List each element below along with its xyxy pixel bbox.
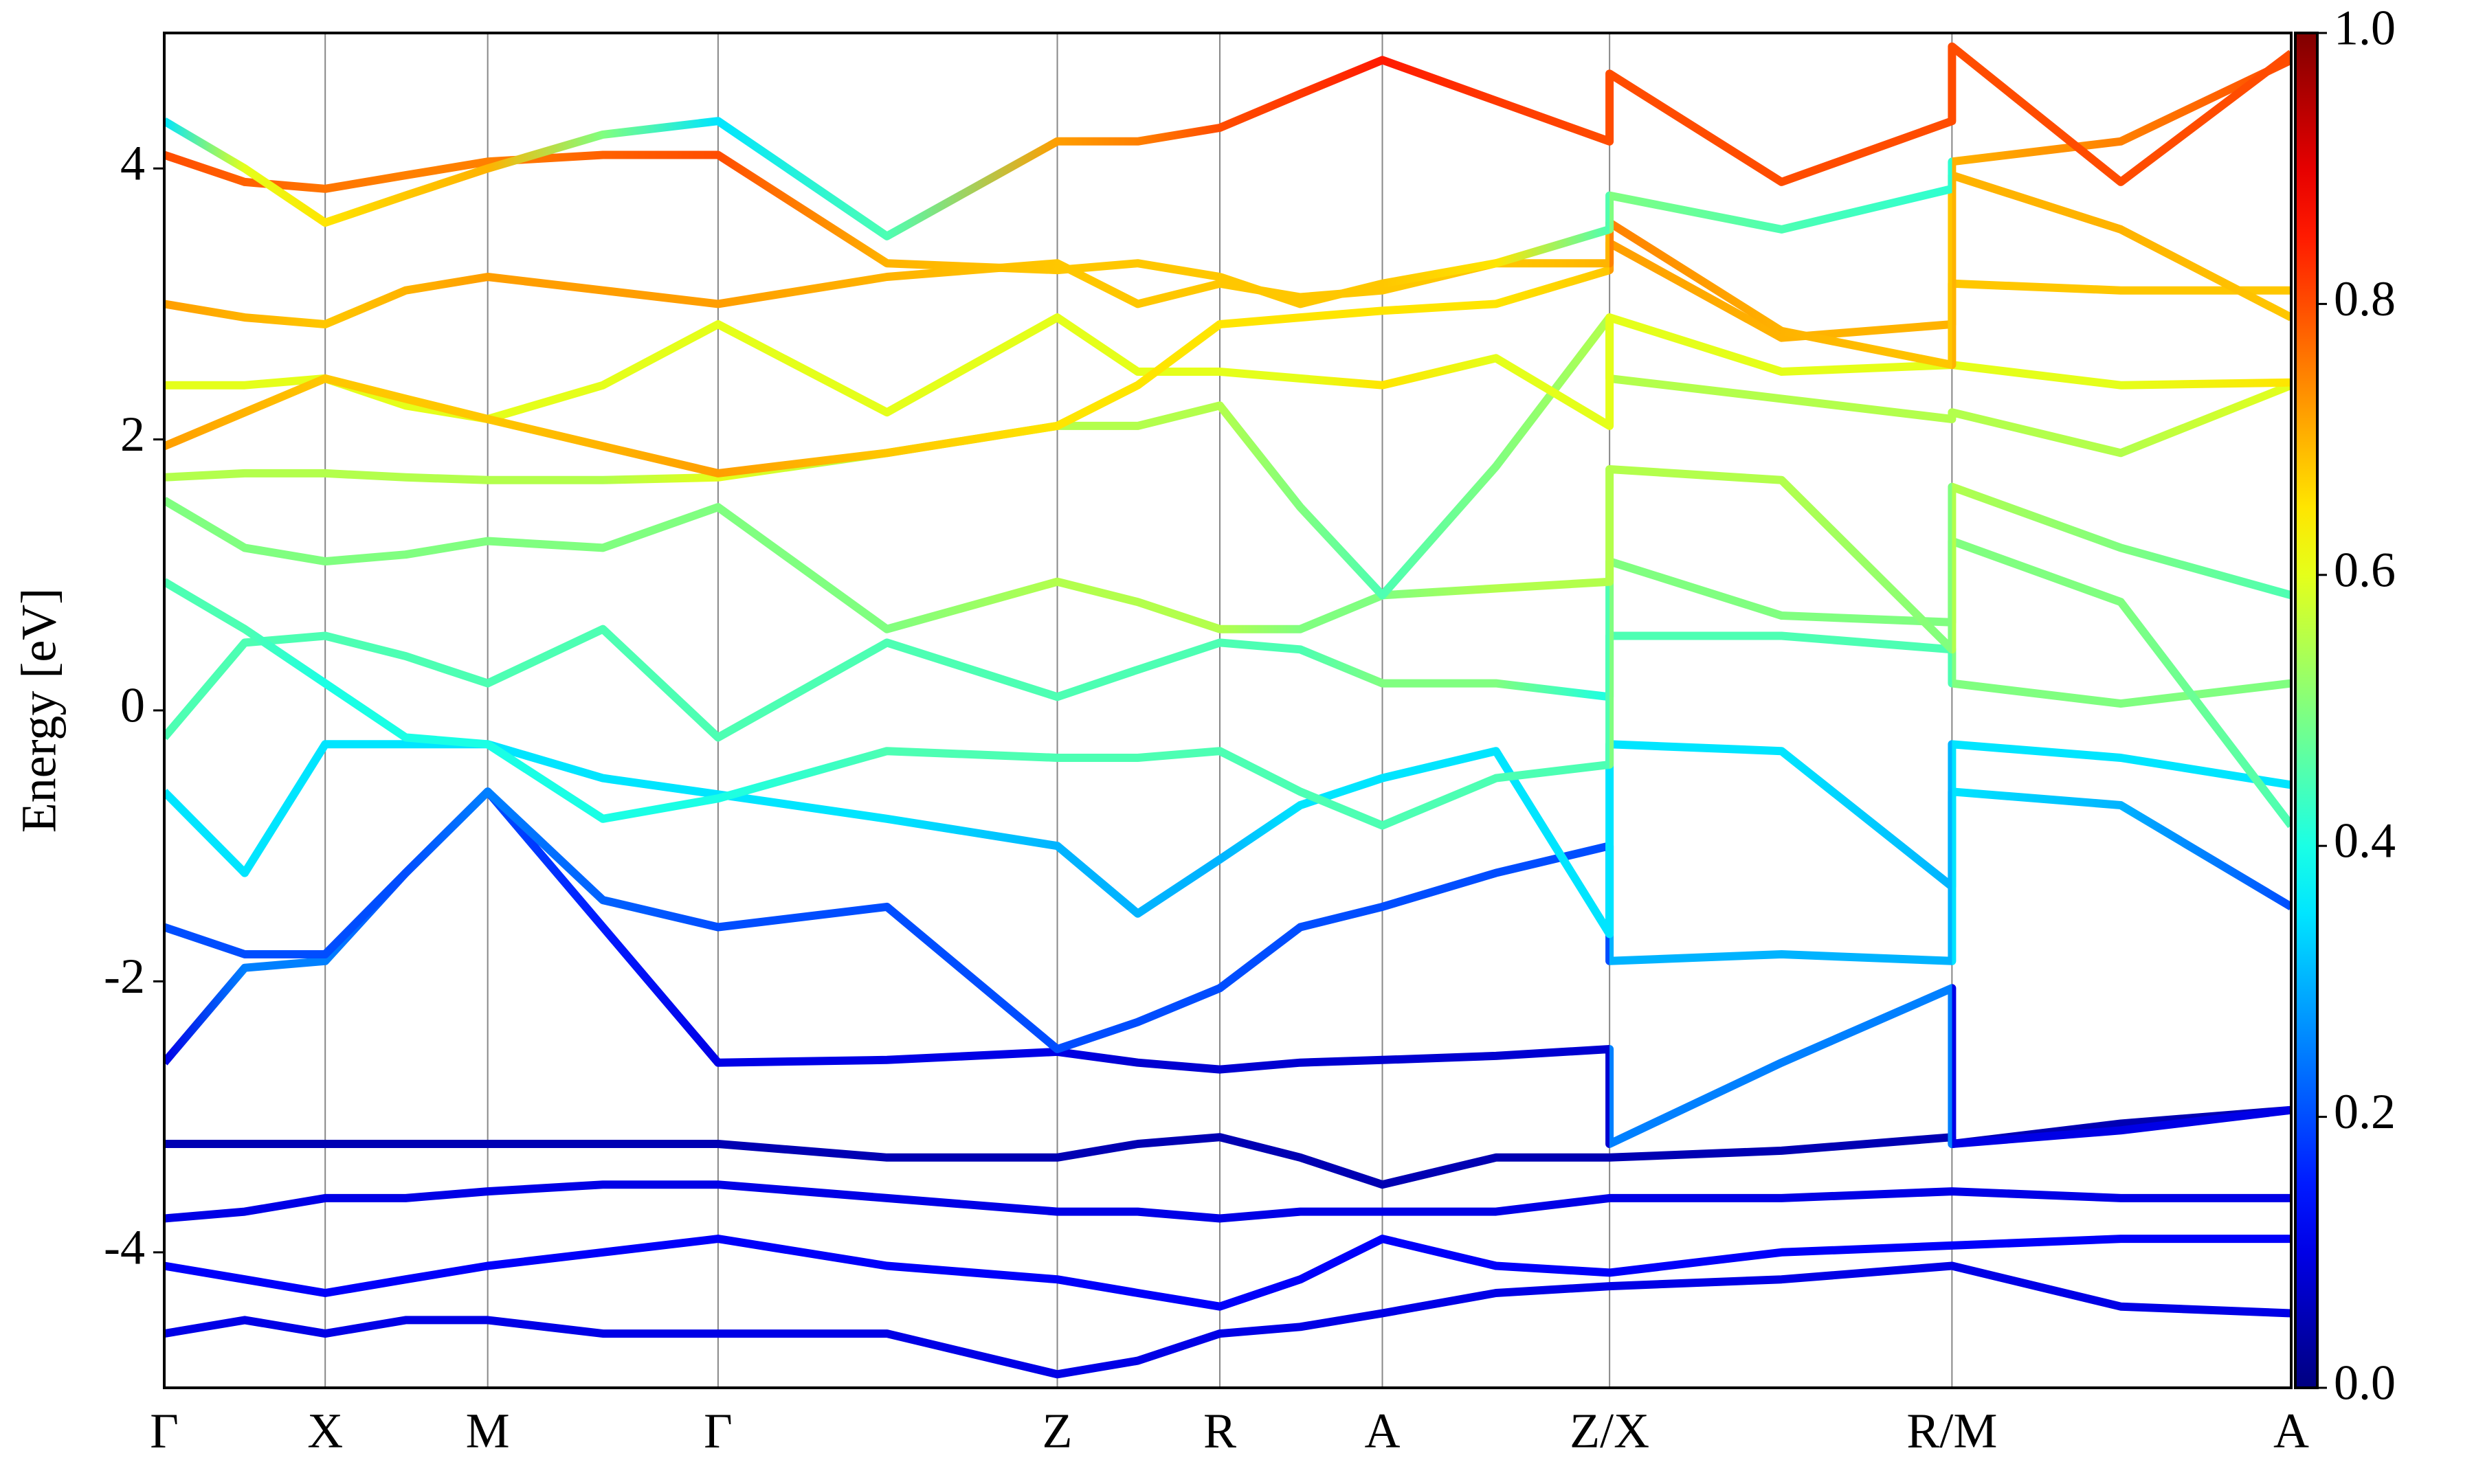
y-tick-label: 2	[120, 407, 145, 462]
band-line	[164, 42, 2291, 240]
band-line	[164, 537, 2291, 830]
plot-frame	[163, 32, 2293, 1389]
colorbar	[2294, 32, 2319, 1389]
colorbar-tick-label: 0.2	[2334, 1084, 2396, 1139]
x-tick-label: X	[307, 1404, 343, 1459]
band-line	[164, 787, 2291, 1053]
colorbar-tick-label: 0.8	[2334, 271, 2396, 326]
band-line	[164, 740, 2291, 938]
band-line	[164, 1105, 2291, 1189]
colorbar-tick-label: 0.4	[2334, 813, 2396, 868]
x-tick-label: A	[2273, 1404, 2309, 1459]
y-tick-label: -2	[104, 949, 145, 1004]
x-tick-label: Γ	[704, 1404, 733, 1459]
x-tick-label: Z	[1043, 1404, 1073, 1459]
y-tick-label: -4	[104, 1219, 145, 1274]
band-line	[164, 787, 2291, 1148]
y-tick-label: 4	[120, 136, 145, 191]
x-tick-label: Z/X	[1570, 1404, 1649, 1459]
x-tick-label: A	[1365, 1404, 1401, 1459]
band-line	[164, 238, 2291, 477]
band-line	[164, 625, 2291, 742]
x-tick-label: M	[466, 1404, 510, 1459]
band-line	[164, 1235, 2291, 1311]
colorbar-tick-label: 0.0	[2334, 1356, 2396, 1410]
band-line	[164, 313, 2291, 600]
band-line	[164, 171, 2291, 370]
band-line	[164, 1261, 2291, 1379]
y-tick-label: 0	[120, 678, 145, 733]
colorbar-tick-label: 1.0	[2334, 1, 2396, 56]
colorbar-tick-label: 0.6	[2334, 542, 2396, 597]
band-line	[164, 313, 2291, 430]
y-axis-label: Energy [eV]	[12, 588, 67, 833]
x-tick-label: Γ	[150, 1404, 179, 1459]
x-tick-label: R/M	[1906, 1404, 1997, 1459]
band-line	[164, 465, 2291, 654]
band-line	[164, 56, 2291, 308]
x-tick-label: R	[1203, 1404, 1236, 1459]
band-line	[164, 1180, 2291, 1223]
